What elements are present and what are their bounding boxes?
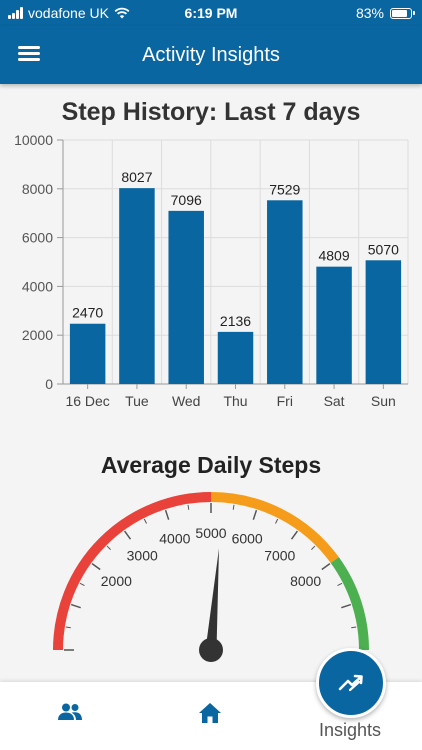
gauge-tick <box>321 562 331 571</box>
nav-people-button[interactable] <box>57 702 83 727</box>
bar <box>267 200 303 384</box>
gauge-tick-label: 8000 <box>290 573 321 589</box>
gauge-tick <box>337 582 343 586</box>
x-tick-label: Thu <box>223 393 247 409</box>
gauge-tick <box>106 545 111 550</box>
y-tick-label: 0 <box>45 376 53 392</box>
app-bar: Activity Insights <box>0 26 422 84</box>
gauge-tick <box>290 530 299 540</box>
gauge-needle-hub <box>199 638 223 662</box>
bar <box>365 260 402 384</box>
gauge-band <box>210 492 339 564</box>
status-left: vodafone UK <box>8 5 130 21</box>
bar-value-label: 7529 <box>269 181 300 197</box>
gauge-tick <box>341 603 352 609</box>
x-tick-label: 16 Dec <box>65 393 109 409</box>
gauge-tick <box>70 603 81 609</box>
page-title: Activity Insights <box>142 44 280 66</box>
gauge-title: Average Daily Steps <box>100 452 322 478</box>
gauge-tick <box>65 626 71 629</box>
x-tick-label: Sat <box>324 393 345 409</box>
bar-value-label: 4809 <box>318 248 349 264</box>
bar-value-label: 2470 <box>72 305 103 321</box>
gauge-tick-label: 7000 <box>264 547 295 563</box>
y-tick-label: 4000 <box>22 278 53 294</box>
carrier-label: vodafone UK <box>28 5 109 21</box>
bar-value-label: 8027 <box>121 169 152 185</box>
bar <box>316 266 352 384</box>
gauge-needle <box>205 548 220 651</box>
gauge-tick-label: 5000 <box>195 525 226 541</box>
chart-title: Step History: Last 7 days <box>61 98 361 126</box>
gauge-tick <box>164 509 170 520</box>
gauge-tick <box>187 504 190 510</box>
gauge-tick <box>311 545 316 550</box>
gauge-band <box>53 492 212 651</box>
wifi-icon <box>114 7 130 19</box>
gauge-tick <box>91 562 101 571</box>
gauge-tick <box>123 530 132 540</box>
gauge-tick <box>143 518 147 524</box>
bar-value-label: 5070 <box>368 241 399 257</box>
bar-value-label: 7096 <box>171 192 202 208</box>
bar <box>217 331 254 384</box>
people-icon <box>58 703 82 720</box>
gauge-tick <box>275 518 279 524</box>
gauge-band <box>330 557 369 651</box>
signal-icon <box>8 7 23 19</box>
home-icon <box>199 703 221 723</box>
status-right: 83% <box>355 5 415 21</box>
x-tick-label: Fri <box>277 393 293 409</box>
insights-nav-button[interactable] <box>316 648 386 718</box>
gauge-tick-label: 4000 <box>159 531 190 547</box>
status-bar: vodafone UK 6:19 PM 83% <box>0 0 422 26</box>
step-history-bar-chart: 0 2000 4000 6000 8000 10000 2470 16 Dec 8027 Tue 7… <box>14 132 409 409</box>
y-tick-label: 2000 <box>22 327 53 343</box>
x-tick-label: Tue <box>125 393 149 409</box>
status-time: 6:19 PM <box>184 5 238 21</box>
bar-value-label: 2136 <box>220 313 251 329</box>
battery-icon <box>390 7 415 19</box>
battery-percent: 83% <box>355 5 384 21</box>
x-tick-label: Sun <box>371 393 396 409</box>
gauge-tick <box>232 504 235 510</box>
hamburger-menu-icon[interactable] <box>18 43 44 67</box>
insights-nav-label: Insights <box>318 720 382 740</box>
trending-chart-icon <box>338 674 363 692</box>
gauge-tick-label: 3000 <box>127 547 158 563</box>
battery-level-fill <box>392 9 407 17</box>
y-tick-label: 10000 <box>14 132 53 148</box>
gauge-tick <box>79 582 85 586</box>
x-tick-label: Wed <box>172 393 201 409</box>
gauge-tick <box>351 626 357 629</box>
bar <box>69 323 106 384</box>
bar <box>168 210 204 384</box>
gauge-tick <box>252 509 258 520</box>
nav-home-button[interactable] <box>198 702 222 729</box>
bar <box>119 188 155 384</box>
gauge-tick-label: 6000 <box>232 531 263 547</box>
y-tick-label: 6000 <box>22 230 53 246</box>
y-tick-label: 8000 <box>22 181 53 197</box>
gauge-tick-label: 2000 <box>101 573 132 589</box>
